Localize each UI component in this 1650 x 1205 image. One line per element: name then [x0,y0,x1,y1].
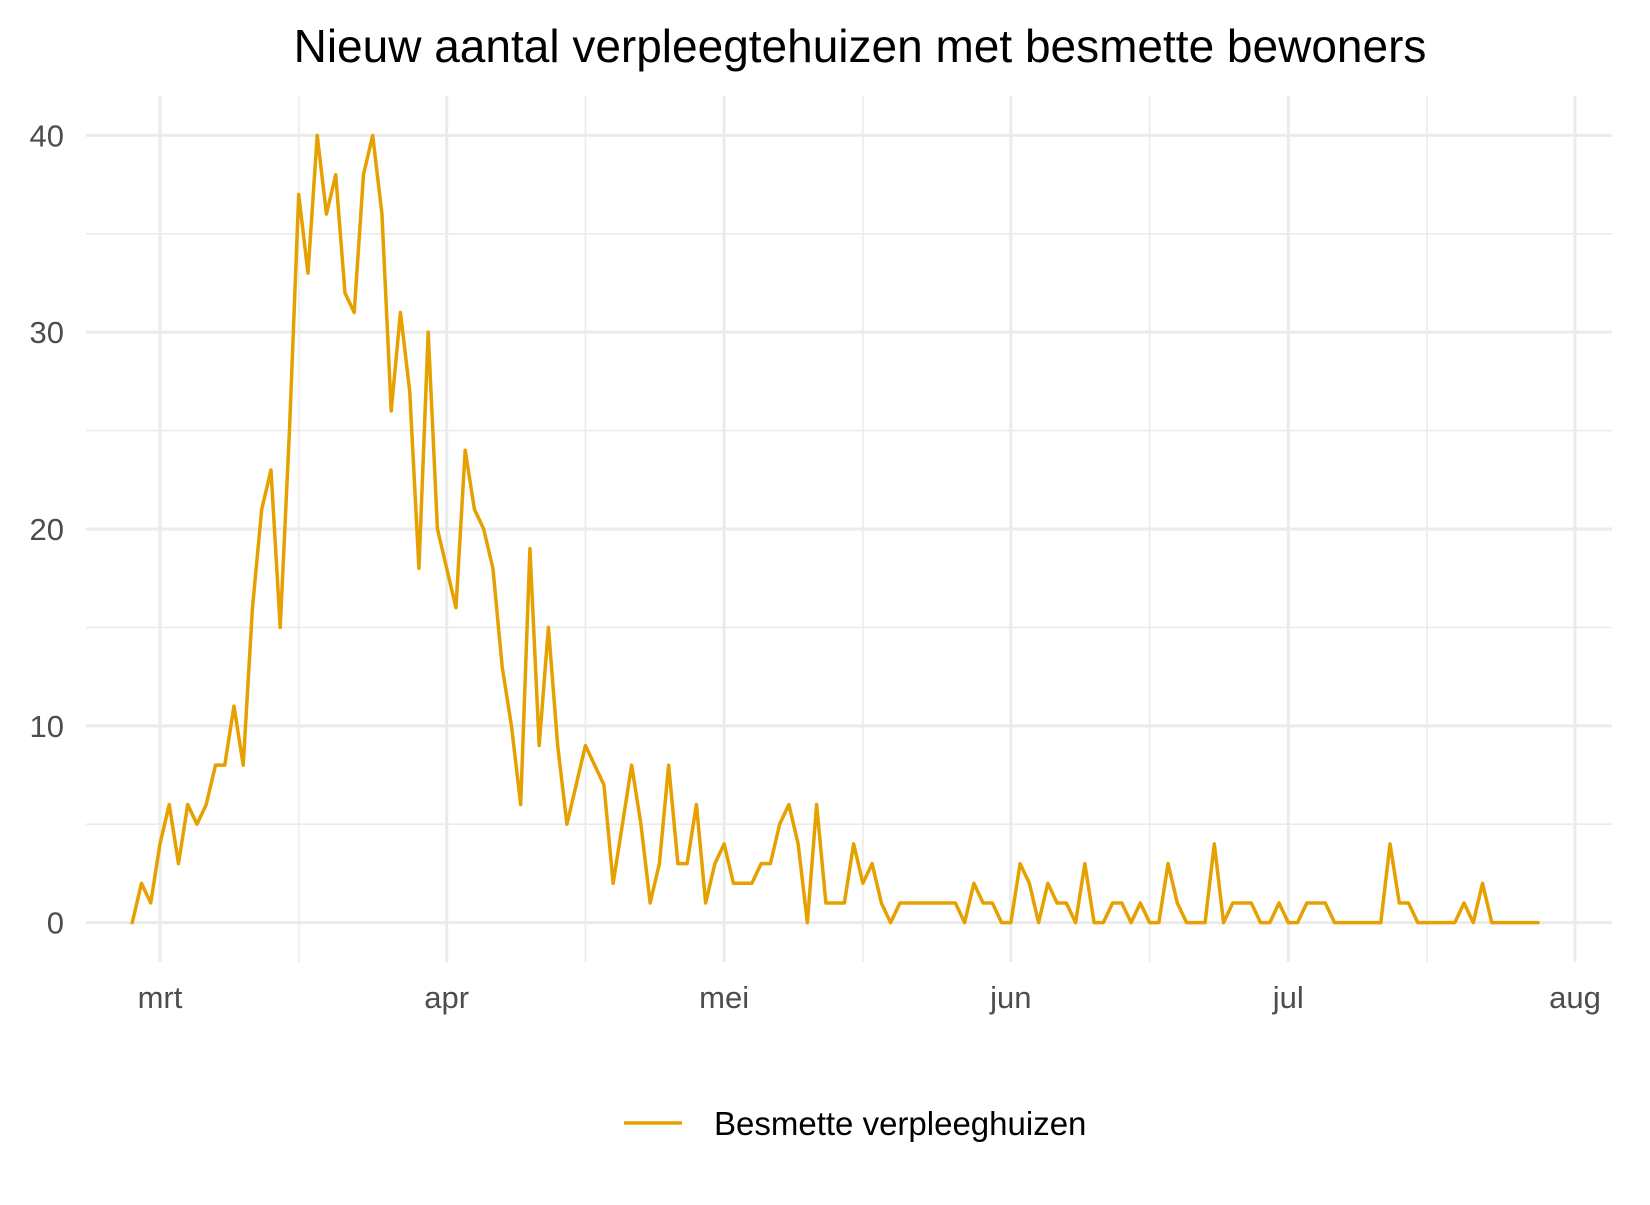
x-tick-label: mrt [138,980,183,1015]
series-line [130,133,1540,925]
chart-title: Nieuw aantal verpleegtehuizen met besmet… [294,20,1427,72]
x-tick-label: jun [989,980,1031,1015]
y-axis-tick-labels: 0 10 20 30 40 [30,118,64,940]
x-tick-label: mei [699,980,749,1015]
x-axis-tick-labels: mrt apr mei jun jul aug [138,980,1601,1015]
y-tick-label: 10 [30,709,64,744]
major-gridlines [86,96,1612,962]
x-tick-label: aug [1549,980,1601,1015]
y-tick-label: 0 [47,906,64,941]
legend-label: Besmette verpleeghuizen [714,1105,1086,1142]
y-tick-label: 30 [30,315,64,350]
series-layer [130,133,1540,925]
legend: Besmette verpleeghuizen [624,1105,1086,1142]
x-tick-label: jul [1272,980,1304,1015]
x-tick-label: apr [424,980,469,1015]
y-tick-label: 40 [30,118,64,153]
y-tick-label: 20 [30,512,64,547]
